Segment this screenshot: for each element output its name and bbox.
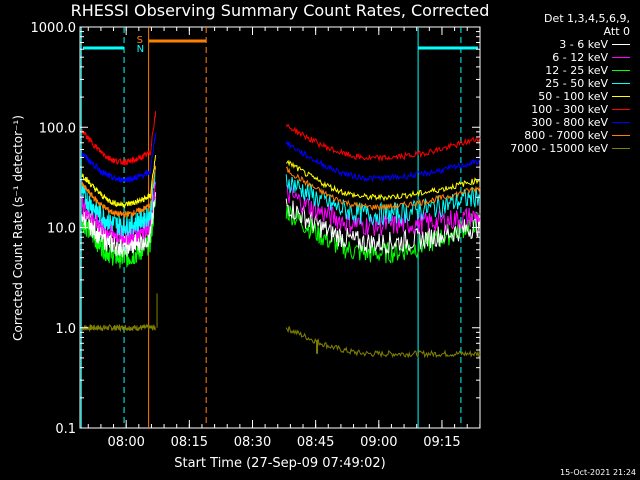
legend-label: 12 - 25 keV	[545, 64, 608, 77]
legend-entry: 800 - 7000 keV	[478, 129, 638, 142]
night-label: N	[137, 44, 144, 55]
legend-entry: 300 - 800 keV	[478, 116, 638, 129]
legend-swatch	[612, 109, 630, 110]
legend-swatch	[612, 96, 630, 97]
legend: Det 1,3,4,5,6,9, Att 0 3 - 6 keV 6 - 12 k…	[478, 12, 638, 155]
legend-label: 300 - 800 keV	[531, 116, 608, 129]
legend-swatch	[612, 83, 630, 84]
series-line-100to300keV	[81, 111, 157, 166]
legend-swatch	[612, 122, 630, 123]
legend-entry: 25 - 50 keV	[478, 77, 638, 90]
legend-entry: 12 - 25 keV	[478, 64, 638, 77]
series-line-3to6keV	[285, 198, 481, 254]
legend-label: 7000 - 15000 keV	[510, 142, 608, 155]
legend-label: 6 - 12 keV	[552, 51, 608, 64]
x-tick-label: 08:15	[171, 435, 208, 450]
series-line-300to800keV	[81, 132, 157, 184]
footer-timestamp: 15-Oct-2021 21:24	[560, 468, 636, 477]
series-line-800to7000keV	[81, 165, 157, 219]
y-tick-label: 10.0	[47, 222, 76, 237]
legend-label: 100 - 300 keV	[531, 103, 608, 116]
series-line-12to25keV	[285, 205, 481, 264]
x-tick-label: 08:00	[107, 435, 144, 450]
legend-swatch	[612, 148, 630, 149]
saa-label: S	[137, 35, 143, 46]
legend-label: 3 - 6 keV	[559, 38, 608, 51]
legend-label: 25 - 50 keV	[545, 77, 608, 90]
chart-ticks: 0.1 1.0 10.0 100.0 1000.0 08:00 08:15 08:30 08:4…	[31, 21, 481, 450]
legend-swatch	[612, 57, 630, 58]
legend-entry: 100 - 300 keV	[478, 103, 638, 116]
chart-title: RHESSI Observing Summary Count Rates, Co…	[70, 1, 490, 20]
y-tick-label: 0.1	[55, 422, 76, 437]
series-line-7000to15000keV	[285, 326, 481, 359]
legend-entry: 3 - 6 keV	[478, 38, 638, 51]
series-line-100to300keV	[285, 123, 481, 163]
x-tick-label: 09:00	[360, 435, 397, 450]
legend-header-line2: Att 0	[603, 25, 630, 38]
chart-marks	[81, 111, 481, 359]
series-line-50to100keV	[285, 159, 481, 202]
legend-entry: 7000 - 15000 keV	[478, 142, 638, 155]
legend-swatch	[612, 135, 630, 136]
series-line-25to50keV	[81, 167, 157, 238]
series-line-6to12keV	[285, 184, 481, 237]
legend-entry: 6 - 12 keV	[478, 51, 638, 64]
legend-header-line1: Det 1,3,4,5,6,9,	[543, 12, 630, 25]
x-axis-label: Start Time (27-Sep-09 07:49:02)	[174, 456, 385, 471]
x-tick-label: 09:15	[423, 435, 460, 450]
series-line-7000to15000keV	[81, 323, 156, 333]
legend-label: 50 - 100 keV	[538, 90, 608, 103]
y-tick-label: 1000.0	[31, 21, 77, 36]
series-line-3to6keV	[81, 192, 157, 258]
x-tick-label: 08:45	[297, 435, 334, 450]
legend-label: 800 - 7000 keV	[524, 129, 608, 142]
legend-swatch	[612, 70, 630, 71]
y-tick-label: 1.0	[55, 322, 76, 337]
legend-swatch	[612, 44, 630, 45]
series-line-25to50keV	[285, 174, 481, 226]
x-tick-label: 08:30	[234, 435, 271, 450]
series-line-800to7000keV	[285, 166, 481, 211]
y-tick-label: 100.0	[39, 121, 76, 136]
y-axis-label: Corrected Count Rate (s⁻¹ detector⁻¹)	[11, 115, 25, 341]
series-line-300to800keV	[285, 140, 481, 183]
series-line-50to100keV	[81, 155, 157, 209]
legend-entry: 50 - 100 keV	[478, 90, 638, 103]
